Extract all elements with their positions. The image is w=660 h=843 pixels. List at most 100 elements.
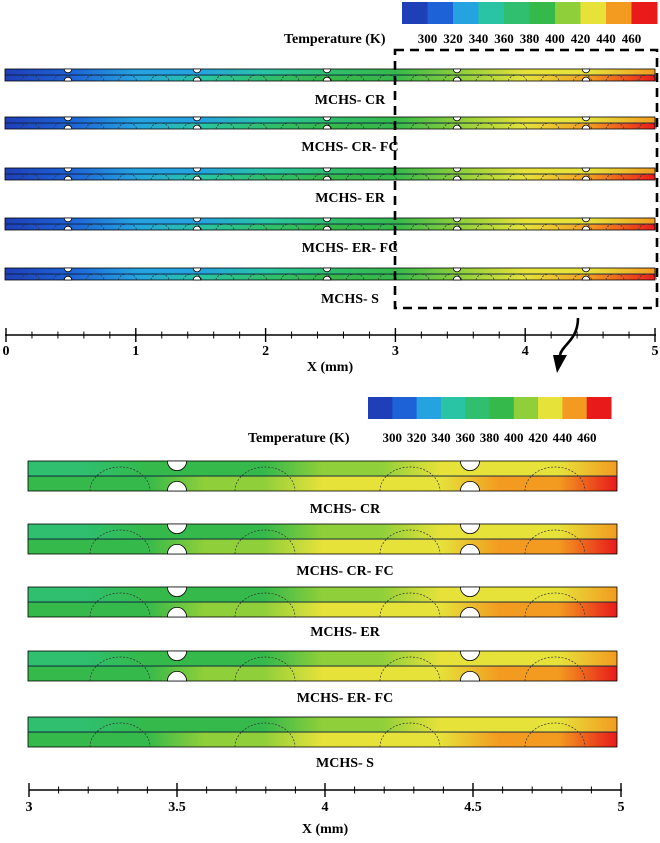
bottom-cavity	[524, 592, 586, 618]
top-cavity	[540, 74, 560, 82]
top-cavity	[215, 273, 235, 281]
bottom-channel-upper	[27, 650, 618, 667]
bottom-cavity	[89, 656, 151, 682]
top-rib-top	[63, 267, 73, 273]
zoom-arrow-head	[553, 355, 567, 373]
top-rib-bottom	[192, 175, 202, 181]
bottom-rib-bottom	[166, 544, 188, 555]
bottom-channel-lower	[27, 731, 618, 748]
bottom-cavity	[89, 529, 151, 555]
top-cavity	[183, 223, 202, 231]
top-rib-top	[192, 68, 202, 74]
top-cavity	[605, 223, 625, 231]
bottom-cavity	[524, 656, 586, 682]
bottom-rib-bottom	[459, 671, 481, 682]
colorbar-bottom-cell	[586, 397, 612, 419]
bottom-rib-bottom	[459, 481, 481, 492]
colorbar-top-cell	[555, 2, 581, 24]
colorbar-top-tick-label: 400	[545, 31, 565, 46]
top-channel: MCHS- CR- FC	[4, 116, 657, 155]
top-cavity	[410, 74, 430, 82]
top-x-axis: 0 1 2 3 4 5 X (mm)	[3, 328, 659, 375]
colorbar-bottom-tick-label: 320	[407, 430, 427, 445]
top-cavity	[20, 122, 40, 130]
bottom-channel: MCHS- CR	[27, 460, 618, 517]
colorbar-bottom-tick-label: 440	[553, 430, 573, 445]
top-rib-bottom	[581, 225, 591, 231]
top-cavity	[248, 122, 267, 130]
top-rib-bottom	[192, 275, 202, 281]
top-cavity	[215, 173, 235, 181]
bottom-channel-upper	[27, 716, 618, 733]
top-cavity	[215, 122, 235, 130]
top-rib-top	[581, 68, 591, 74]
bottom-rib-bottom	[166, 607, 188, 618]
top-cavity	[150, 122, 170, 130]
bottom-rib-top	[459, 650, 481, 661]
top-cavity	[605, 122, 625, 130]
top-cavity	[638, 273, 657, 281]
bottom-cavity	[234, 722, 296, 748]
top-cavity	[475, 173, 495, 181]
top-rib-bottom	[192, 225, 202, 231]
top-channel-label: MCHS- ER- FC	[302, 241, 398, 256]
top-channel: MCHS- ER	[4, 167, 657, 206]
colorbar-top-tick-label: 420	[571, 31, 591, 46]
top-cavity	[313, 223, 332, 231]
bottom-channel-upper	[27, 460, 618, 477]
top-rib-top	[63, 167, 73, 173]
top-cavity	[540, 173, 560, 181]
top-rib-bottom	[452, 124, 462, 130]
bottom-channel: MCHS- ER- FC	[27, 650, 618, 706]
top-rib-bottom	[63, 225, 73, 231]
top-cavity	[345, 173, 365, 181]
colorbar-top-tick-label: 300	[418, 31, 438, 46]
top-rib-top	[192, 267, 202, 273]
bottom-channel: MCHS- ER	[27, 586, 618, 640]
top-axis-tick-label: 4	[522, 344, 529, 359]
bottom-axis-ticks: 3 3.5 4 4.5 5	[26, 783, 625, 815]
top-cavity	[573, 173, 592, 181]
colorbar-bottom-tick-label: 460	[577, 430, 597, 445]
colorbar-bottom-cell	[538, 397, 563, 419]
top-cavity	[508, 122, 527, 130]
top-rib-bottom	[581, 175, 591, 181]
top-rib-bottom	[322, 275, 332, 281]
top-rib-bottom	[452, 275, 462, 281]
colorbar-top-tick-label: 320	[443, 31, 463, 46]
top-cavity	[345, 273, 365, 281]
top-rib-top	[63, 116, 73, 122]
top-cavity	[313, 173, 332, 181]
top-cavity	[118, 173, 137, 181]
top-rib-top	[581, 267, 591, 273]
bottom-cavity	[234, 466, 296, 492]
top-axis-ticks: 0 1 2 3 4 5	[3, 328, 659, 359]
top-cavity	[20, 173, 40, 181]
top-rib-top	[322, 167, 332, 173]
colorbar-bottom-ticks: 300 320 340 360 380 400 420 440 460	[383, 430, 597, 445]
top-cavity	[150, 173, 170, 181]
top-cavity	[508, 273, 527, 281]
top-rib-top	[452, 167, 462, 173]
bottom-channel-upper	[27, 523, 618, 540]
bottom-cavity	[89, 466, 151, 492]
top-cavity	[443, 173, 462, 181]
top-rib-top	[63, 217, 73, 223]
colorbar-bottom-cell	[489, 397, 515, 419]
top-cavity	[540, 122, 560, 130]
top-rib-top	[192, 116, 202, 122]
bottom-x-axis-label: X (mm)	[302, 822, 349, 837]
bottom-channel-upper	[27, 586, 618, 603]
top-cavity	[20, 273, 40, 281]
top-rib-top	[452, 217, 462, 223]
top-rib-bottom	[581, 124, 591, 130]
bottom-channel-label: MCHS- ER	[310, 625, 381, 640]
colorbar-bottom-cell	[513, 397, 539, 419]
colorbar-top-cell	[504, 2, 530, 24]
top-rib-bottom	[581, 275, 591, 281]
bottom-rib-bottom	[459, 544, 481, 555]
top-cavity	[150, 74, 170, 82]
top-cavity	[410, 273, 430, 281]
top-rib-bottom	[452, 76, 462, 82]
bottom-cavity	[379, 529, 441, 555]
